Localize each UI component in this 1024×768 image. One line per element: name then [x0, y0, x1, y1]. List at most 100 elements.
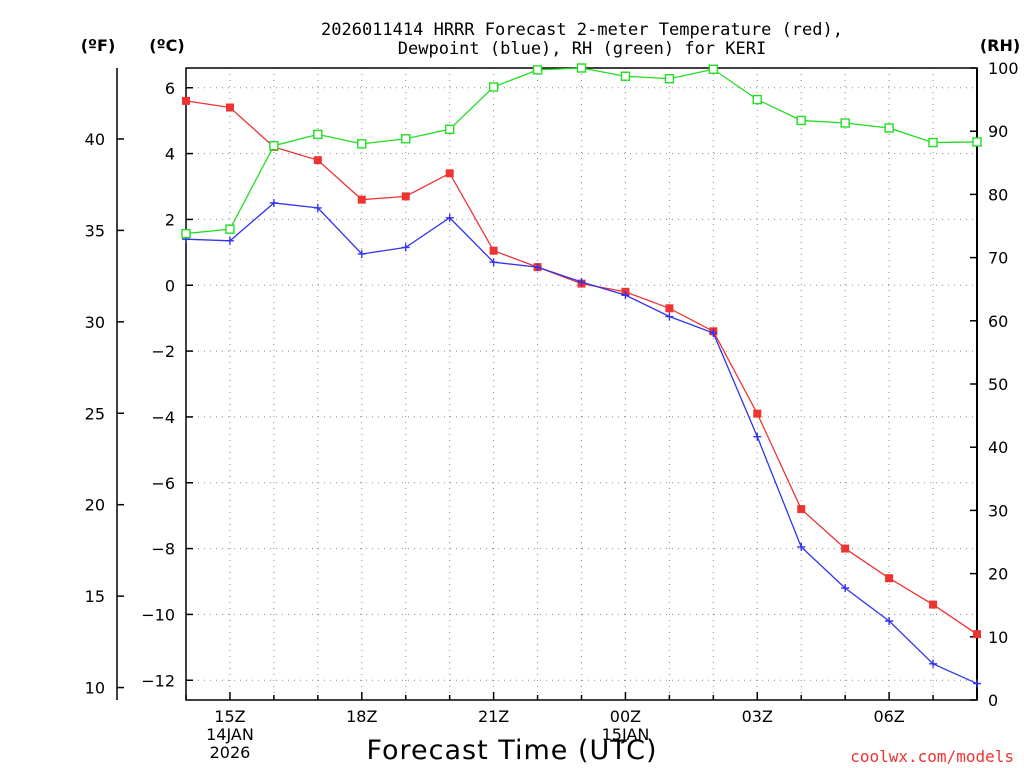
x-tick-label: 14JAN — [206, 725, 254, 744]
rh-point — [357, 139, 367, 149]
dewpoint-point — [753, 432, 762, 441]
celsius-tick-label: −4 — [151, 408, 175, 427]
temperature-point — [357, 195, 366, 204]
rh-tick-label: 20 — [988, 565, 1008, 584]
temperature-point — [313, 156, 322, 165]
temperature-point — [885, 574, 894, 583]
celsius-tick-label: −10 — [141, 605, 175, 624]
celsius-unit-label: (ºC) — [149, 36, 184, 55]
celsius-tick-label: 4 — [165, 145, 175, 164]
rh-point — [576, 63, 587, 73]
chart-title-line1: 2026011414 HRRR Forecast 2-meter Tempera… — [321, 20, 843, 40]
rh-point — [401, 134, 411, 144]
x-tick-label: 03Z — [742, 707, 773, 726]
series-rh — [181, 63, 982, 239]
rh-point — [269, 141, 279, 151]
dewpoint-point — [929, 659, 938, 668]
fahrenheit-tick-label: 30 — [85, 313, 105, 332]
dewpoint-point — [313, 203, 322, 212]
credit-text: coolwx.com/models — [850, 747, 1014, 766]
temperature-point — [797, 505, 806, 514]
x-tick-label: 00Z — [610, 707, 641, 726]
rh-tick-label: 90 — [988, 122, 1008, 141]
rh-tick-label: 0 — [988, 691, 998, 710]
temperature-point — [973, 630, 981, 639]
chart-title-line2: Dewpoint (blue), RH (green) for KERI — [398, 39, 766, 59]
dewpoint-line — [185, 202, 978, 685]
plot-frame — [185, 67, 978, 701]
gridlines — [186, 68, 977, 700]
dewpoint-point — [973, 679, 981, 688]
dewpoint-point — [577, 277, 586, 286]
celsius-tick-label: 6 — [165, 79, 175, 98]
celsius-tick-label: −6 — [151, 474, 175, 493]
x-axis-title: Forecast Time (UTC) — [366, 735, 657, 766]
rh-point — [532, 65, 543, 75]
rh-tick-label: 10 — [988, 628, 1008, 647]
x-tick-label: 15Z — [214, 707, 245, 726]
fahrenheit-tick-label: 25 — [85, 404, 105, 423]
fahrenheit-tick-label: 35 — [85, 221, 105, 240]
rh-point — [708, 64, 719, 74]
rh-point — [752, 94, 762, 105]
temperature-point — [225, 103, 234, 112]
rh-unit-label: (RH) — [980, 36, 1020, 55]
dewpoint-point — [621, 291, 630, 300]
dewpoint-point — [225, 236, 234, 245]
series-temperature — [182, 96, 981, 639]
fahrenheit-tick-label: 20 — [85, 496, 105, 515]
rh-tick-label: 50 — [988, 375, 1008, 394]
rh-point — [972, 137, 982, 147]
dewpoint-point — [885, 617, 894, 625]
rh-point — [796, 115, 806, 126]
fahrenheit-tick-label: 40 — [85, 130, 105, 149]
celsius-tick-label: −8 — [151, 540, 175, 559]
rh-point — [620, 71, 631, 81]
celsius-tick-label: −12 — [141, 671, 175, 690]
rh-point — [884, 123, 894, 133]
x-tick-label: 06Z — [873, 707, 904, 726]
rh-point — [840, 118, 850, 128]
x-tick-label: 15JAN — [602, 725, 650, 744]
series-dewpoint — [182, 198, 981, 688]
temperature-point — [929, 600, 938, 609]
dewpoint-point — [357, 249, 366, 258]
x-tick-label: 18Z — [346, 707, 377, 726]
temperature-point — [489, 246, 498, 255]
rh-point — [488, 82, 499, 92]
temperature-point — [753, 409, 762, 418]
rh-tick-label: 70 — [988, 249, 1008, 268]
rh-point — [928, 137, 938, 148]
rh-tick-label: 60 — [988, 312, 1008, 331]
data-series — [181, 63, 982, 688]
dewpoint-point — [401, 243, 410, 252]
dewpoint-point — [841, 584, 850, 593]
x-tick-label: 2026 — [210, 743, 251, 762]
dewpoint-point — [709, 328, 718, 337]
dewpoint-point — [797, 542, 806, 551]
dewpoint-point — [269, 198, 278, 207]
dewpoint-point — [445, 213, 454, 222]
rh-point — [313, 129, 323, 140]
x-tick-label: 21Z — [478, 707, 509, 726]
celsius-tick-label: 2 — [165, 210, 175, 229]
rh-point — [444, 124, 455, 135]
dewpoint-point — [489, 258, 498, 267]
dewpoint-point — [533, 263, 542, 272]
rh-tick-label: 80 — [988, 185, 1008, 204]
fahrenheit-tick-label: 10 — [85, 679, 105, 698]
rh-tick-label: 30 — [988, 501, 1008, 520]
temperature-point — [445, 169, 454, 178]
temperature-point — [401, 192, 410, 201]
fahrenheit-tick-label: 15 — [85, 587, 105, 606]
temperature-point — [665, 304, 674, 313]
temperature-point — [182, 96, 190, 105]
fahrenheit-unit-label: (ºF) — [81, 36, 116, 55]
temperature-point — [841, 544, 850, 553]
axes: 6420−2−4−6−8−10−124035302520151001020304… — [85, 59, 1019, 762]
rh-point — [181, 228, 191, 239]
dewpoint-point — [665, 312, 674, 321]
rh-tick-label: 40 — [988, 438, 1008, 457]
rh-point — [664, 74, 675, 84]
